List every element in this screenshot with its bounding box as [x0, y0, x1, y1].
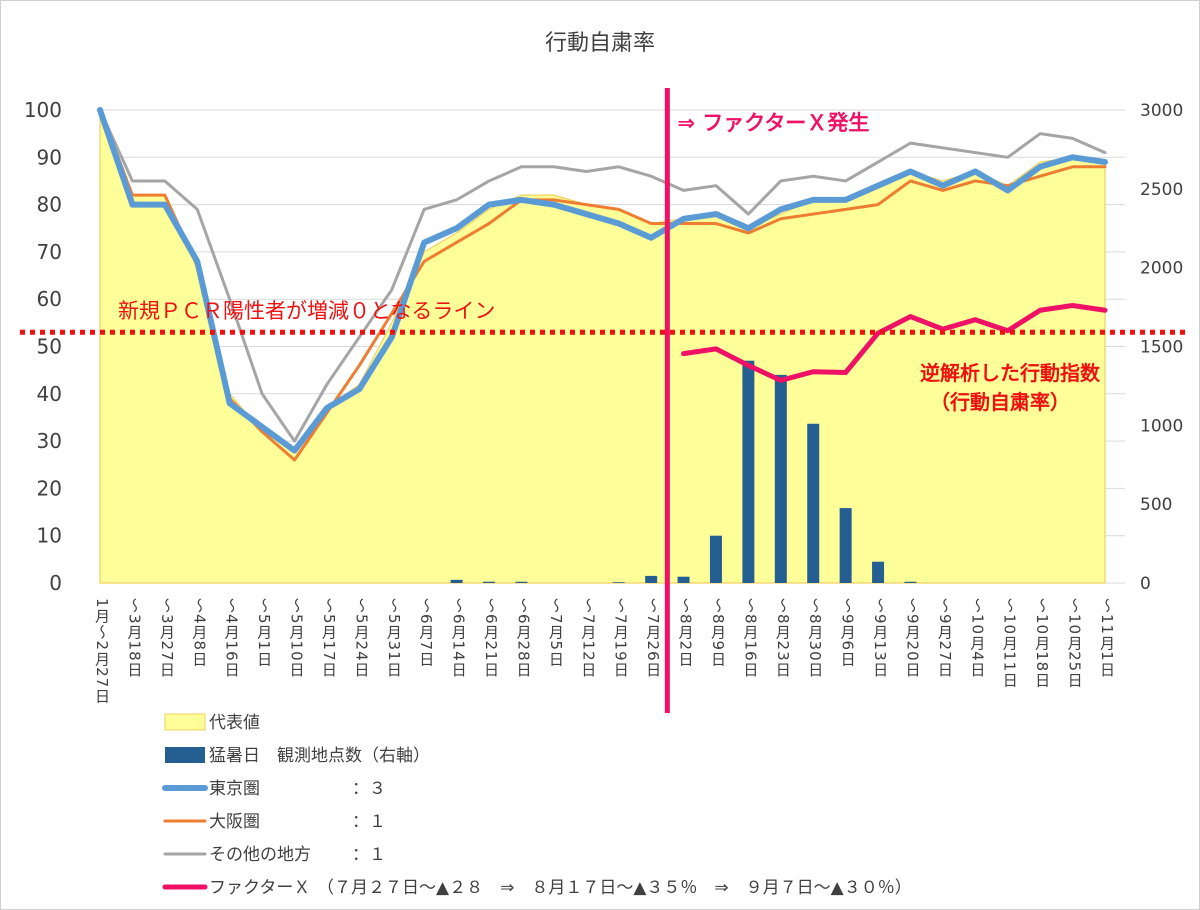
y-right-tick-label: 1500 [1140, 338, 1183, 358]
x-tick-label: ～8月9日 [709, 598, 727, 667]
x-tick-label: ～9月13日 [871, 598, 889, 678]
y-left-tick-label: 60 [37, 287, 62, 311]
line-series [97, 107, 1108, 454]
legend-weight: ：１ [352, 812, 386, 832]
reverse-label-line2: （行動自粛率） [930, 390, 1070, 414]
legend-label: 猛暑日 観測地点数（右軸） [209, 746, 430, 766]
x-tick-label: ～6月14日 [450, 598, 468, 678]
x-tick-label: ～10月11日 [1001, 598, 1019, 688]
x-tick-label: ～8月2日 [677, 598, 695, 667]
factor-x-label: ⇒ ファクターＸ発生 [677, 111, 869, 135]
x-tick-label: 1月～2月27日 [93, 598, 111, 704]
bar-mark [904, 581, 917, 583]
line-series [681, 303, 1108, 383]
x-tick-label: ～6月21日 [482, 598, 500, 678]
bar-mark [872, 561, 885, 583]
legend-label: その他の地方 [209, 845, 311, 865]
x-tick-label: ～7月26日 [644, 598, 662, 678]
legend-label: ファクターＸ [209, 878, 310, 898]
x-tick-label: ～7月5日 [547, 598, 565, 667]
x-tick-label: ～9月20日 [903, 598, 921, 678]
x-tick-label: ～3月18日 [125, 598, 143, 678]
bar-mark [807, 423, 820, 583]
line-series-group [97, 107, 1108, 462]
y-left-tick-label: 70 [37, 240, 62, 264]
chart-title: 行動自粛率 [545, 31, 655, 56]
x-tick-label: ～4月16日 [223, 598, 241, 678]
legend-swatch-area [164, 713, 206, 731]
y-left-tick-label: 90 [37, 145, 62, 169]
x-tick-label: ～10月18日 [1033, 598, 1051, 688]
legend-label: 東京圏 [209, 779, 260, 799]
y-left-tick-label: 30 [37, 429, 62, 453]
bar-series-group [450, 360, 917, 583]
y-left-tick-label: 50 [37, 335, 62, 359]
legend-swatch-bar [165, 747, 205, 763]
x-tick-label: ～5月24日 [352, 598, 370, 678]
bar-mark [645, 575, 658, 583]
bar-mark [839, 508, 852, 583]
x-tick-label: ～10月25日 [1066, 598, 1084, 688]
y-left-tick-label: 80 [37, 193, 62, 217]
x-tick-label: ～10月4日 [968, 598, 986, 678]
reverse-label-line1: 逆解析した行動指数 [920, 361, 1101, 385]
x-tick-label: ～9月6日 [839, 598, 857, 667]
legend-label: 大阪圏 [209, 812, 260, 832]
x-tick-label: ～6月28日 [514, 598, 532, 678]
x-tick-label: ～7月12日 [579, 598, 597, 678]
x-tick-label: ～4月8日 [190, 598, 208, 667]
x-tick-label: ～9月27日 [936, 598, 954, 678]
legend-factor-suffix: （７月２７日～▲２８ ⇒ ８月１７日～▲３５％ ⇒ ９月７日～▲３０％） [317, 878, 912, 898]
x-tick-label: ～8月30日 [806, 598, 824, 678]
line-series [98, 108, 1107, 443]
y-right-tick-label: 0 [1140, 574, 1151, 594]
y-right-tick-label: 1000 [1140, 416, 1183, 436]
bar-mark [709, 535, 722, 583]
threshold-label: 新規ＰＣＲ陽性者が増減０となるライン [118, 299, 495, 323]
y-left-tick-label: 40 [37, 382, 62, 406]
legend-weight: ：３ [352, 779, 386, 799]
legend-label: 代表値 [209, 713, 260, 733]
x-tick-label: ～7月19日 [612, 598, 630, 678]
bar-mark [774, 374, 787, 583]
y-right-tick-label: 2000 [1140, 259, 1183, 279]
y-left-tick-label: 20 [37, 476, 62, 500]
x-tick-label: ～8月16日 [741, 598, 759, 678]
y-left-tick-label: 10 [37, 524, 62, 548]
x-tick-label: ～3月27日 [158, 598, 176, 678]
x-tick-label: ～11月1日 [1098, 598, 1116, 678]
bar-mark [450, 579, 463, 583]
x-tick-label: ～6月7日 [417, 598, 435, 667]
x-tick-label: ～5月1日 [255, 598, 273, 667]
axis-labels: 0102030405060708090100050010001500200025… [24, 98, 1183, 704]
legend-weight: ：１ [352, 845, 386, 865]
bar-mark [677, 576, 690, 583]
x-tick-label: ～8月23日 [774, 598, 792, 678]
y-left-tick-label: 0 [49, 571, 62, 595]
bar-mark [483, 581, 496, 583]
y-right-tick-label: 500 [1140, 495, 1172, 515]
line-series [98, 108, 1107, 462]
y-right-tick-label: 2500 [1140, 180, 1183, 200]
bar-mark [742, 360, 755, 583]
x-tick-label: ～5月10日 [288, 598, 306, 678]
y-right-tick-label: 3000 [1140, 101, 1183, 121]
bar-mark [515, 581, 528, 583]
x-tick-label: ～5月31日 [385, 598, 403, 678]
x-tick-label: ～5月17日 [320, 598, 338, 678]
bar-mark [612, 582, 625, 583]
y-left-tick-label: 100 [24, 98, 62, 122]
